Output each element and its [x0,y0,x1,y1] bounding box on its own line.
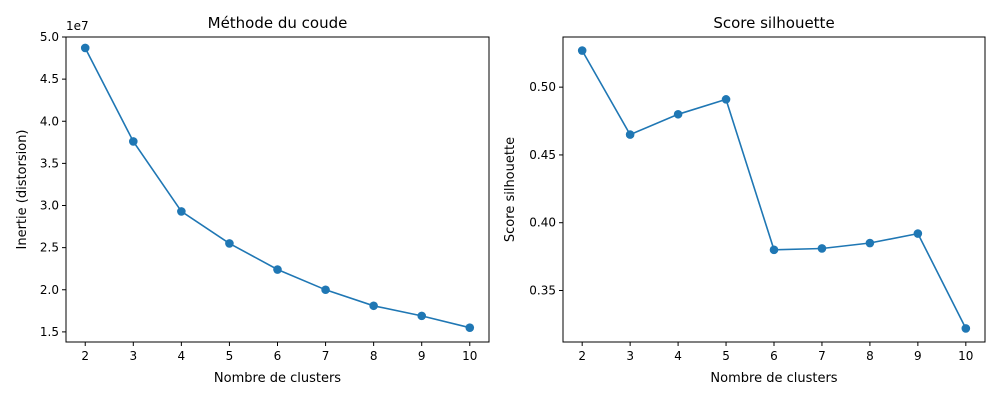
data-point [80,43,90,53]
y-tick-label: 4.0 [40,114,59,128]
chart-1: Méthode du coude 2 3 4 5 6 7 8 9 10 1.5 2.0 2.5 3.0 3.… [15,14,490,386]
x-tick-label: 2 [81,349,89,363]
plot-frame [65,36,490,343]
chart-2: Score silhouette 2 3 4 5 6 7 8 9 10 0.35 0.40 0.45 0.… [503,14,986,386]
data-point [769,245,779,255]
data-point [369,301,378,311]
x-tick-label: 10 [958,349,973,363]
y-tick-label: 2.0 [40,283,59,297]
data-point [673,109,683,119]
x-tick-label: 5 [226,349,234,363]
data-point [577,46,587,55]
data-point [225,239,234,248]
y-tick-label: 5.0 [40,30,59,44]
plot-frame [562,36,986,343]
y-tick-label: 0.45 [529,148,556,162]
y-tick-label: 3.0 [40,199,59,213]
y-axis-label: Inertie (distorsion) [15,129,30,249]
series-line [84,47,470,329]
chart-title: Méthode du coude [208,14,348,32]
x-tick-label: 6 [274,349,282,363]
x-tick-label: 3 [626,349,634,363]
x-axis-label: Nombre de clusters [710,371,837,386]
y-tick-label: 0.50 [529,80,556,94]
data-point [961,324,971,333]
x-tick-label: 5 [722,349,730,363]
data-point [128,137,138,146]
y-tick-label: 0.40 [529,216,556,230]
x-tick-label: 7 [322,349,330,363]
data-point [721,95,731,104]
y-tick-label: 1.5 [40,325,59,339]
x-tick-label: 9 [914,349,922,363]
x-tick-label: 7 [818,349,826,363]
data-point [273,265,282,274]
x-tick-label: 4 [178,349,186,363]
x-tick-label: 2 [578,349,586,363]
data-point [817,244,827,253]
x-tick-label: 8 [370,349,378,363]
y-scale-offset-label: 1e7 [66,19,89,33]
data-point [625,130,635,139]
y-tick-label: 3.5 [40,156,59,170]
chart-title: Score silhouette [713,14,834,32]
series-line [581,50,967,329]
x-tick-label: 4 [674,349,682,363]
x-tick-label: 10 [462,349,477,363]
x-tick-label: 6 [770,349,778,363]
data-point [465,323,475,332]
data-point [417,311,427,321]
data-point [865,238,875,248]
x-tick-label: 3 [129,349,137,363]
data-point [177,207,186,216]
x-axis-label: Nombre de clusters [214,371,341,386]
y-tick-label: 0.35 [529,283,556,297]
x-tick-label: 9 [418,349,426,363]
data-point [913,229,923,238]
x-tick-label: 8 [866,349,874,363]
data-point [321,285,330,295]
y-tick-label: 2.5 [40,241,59,255]
y-tick-label: 4.5 [40,72,59,86]
y-axis-label: Score silhouette [503,137,518,242]
